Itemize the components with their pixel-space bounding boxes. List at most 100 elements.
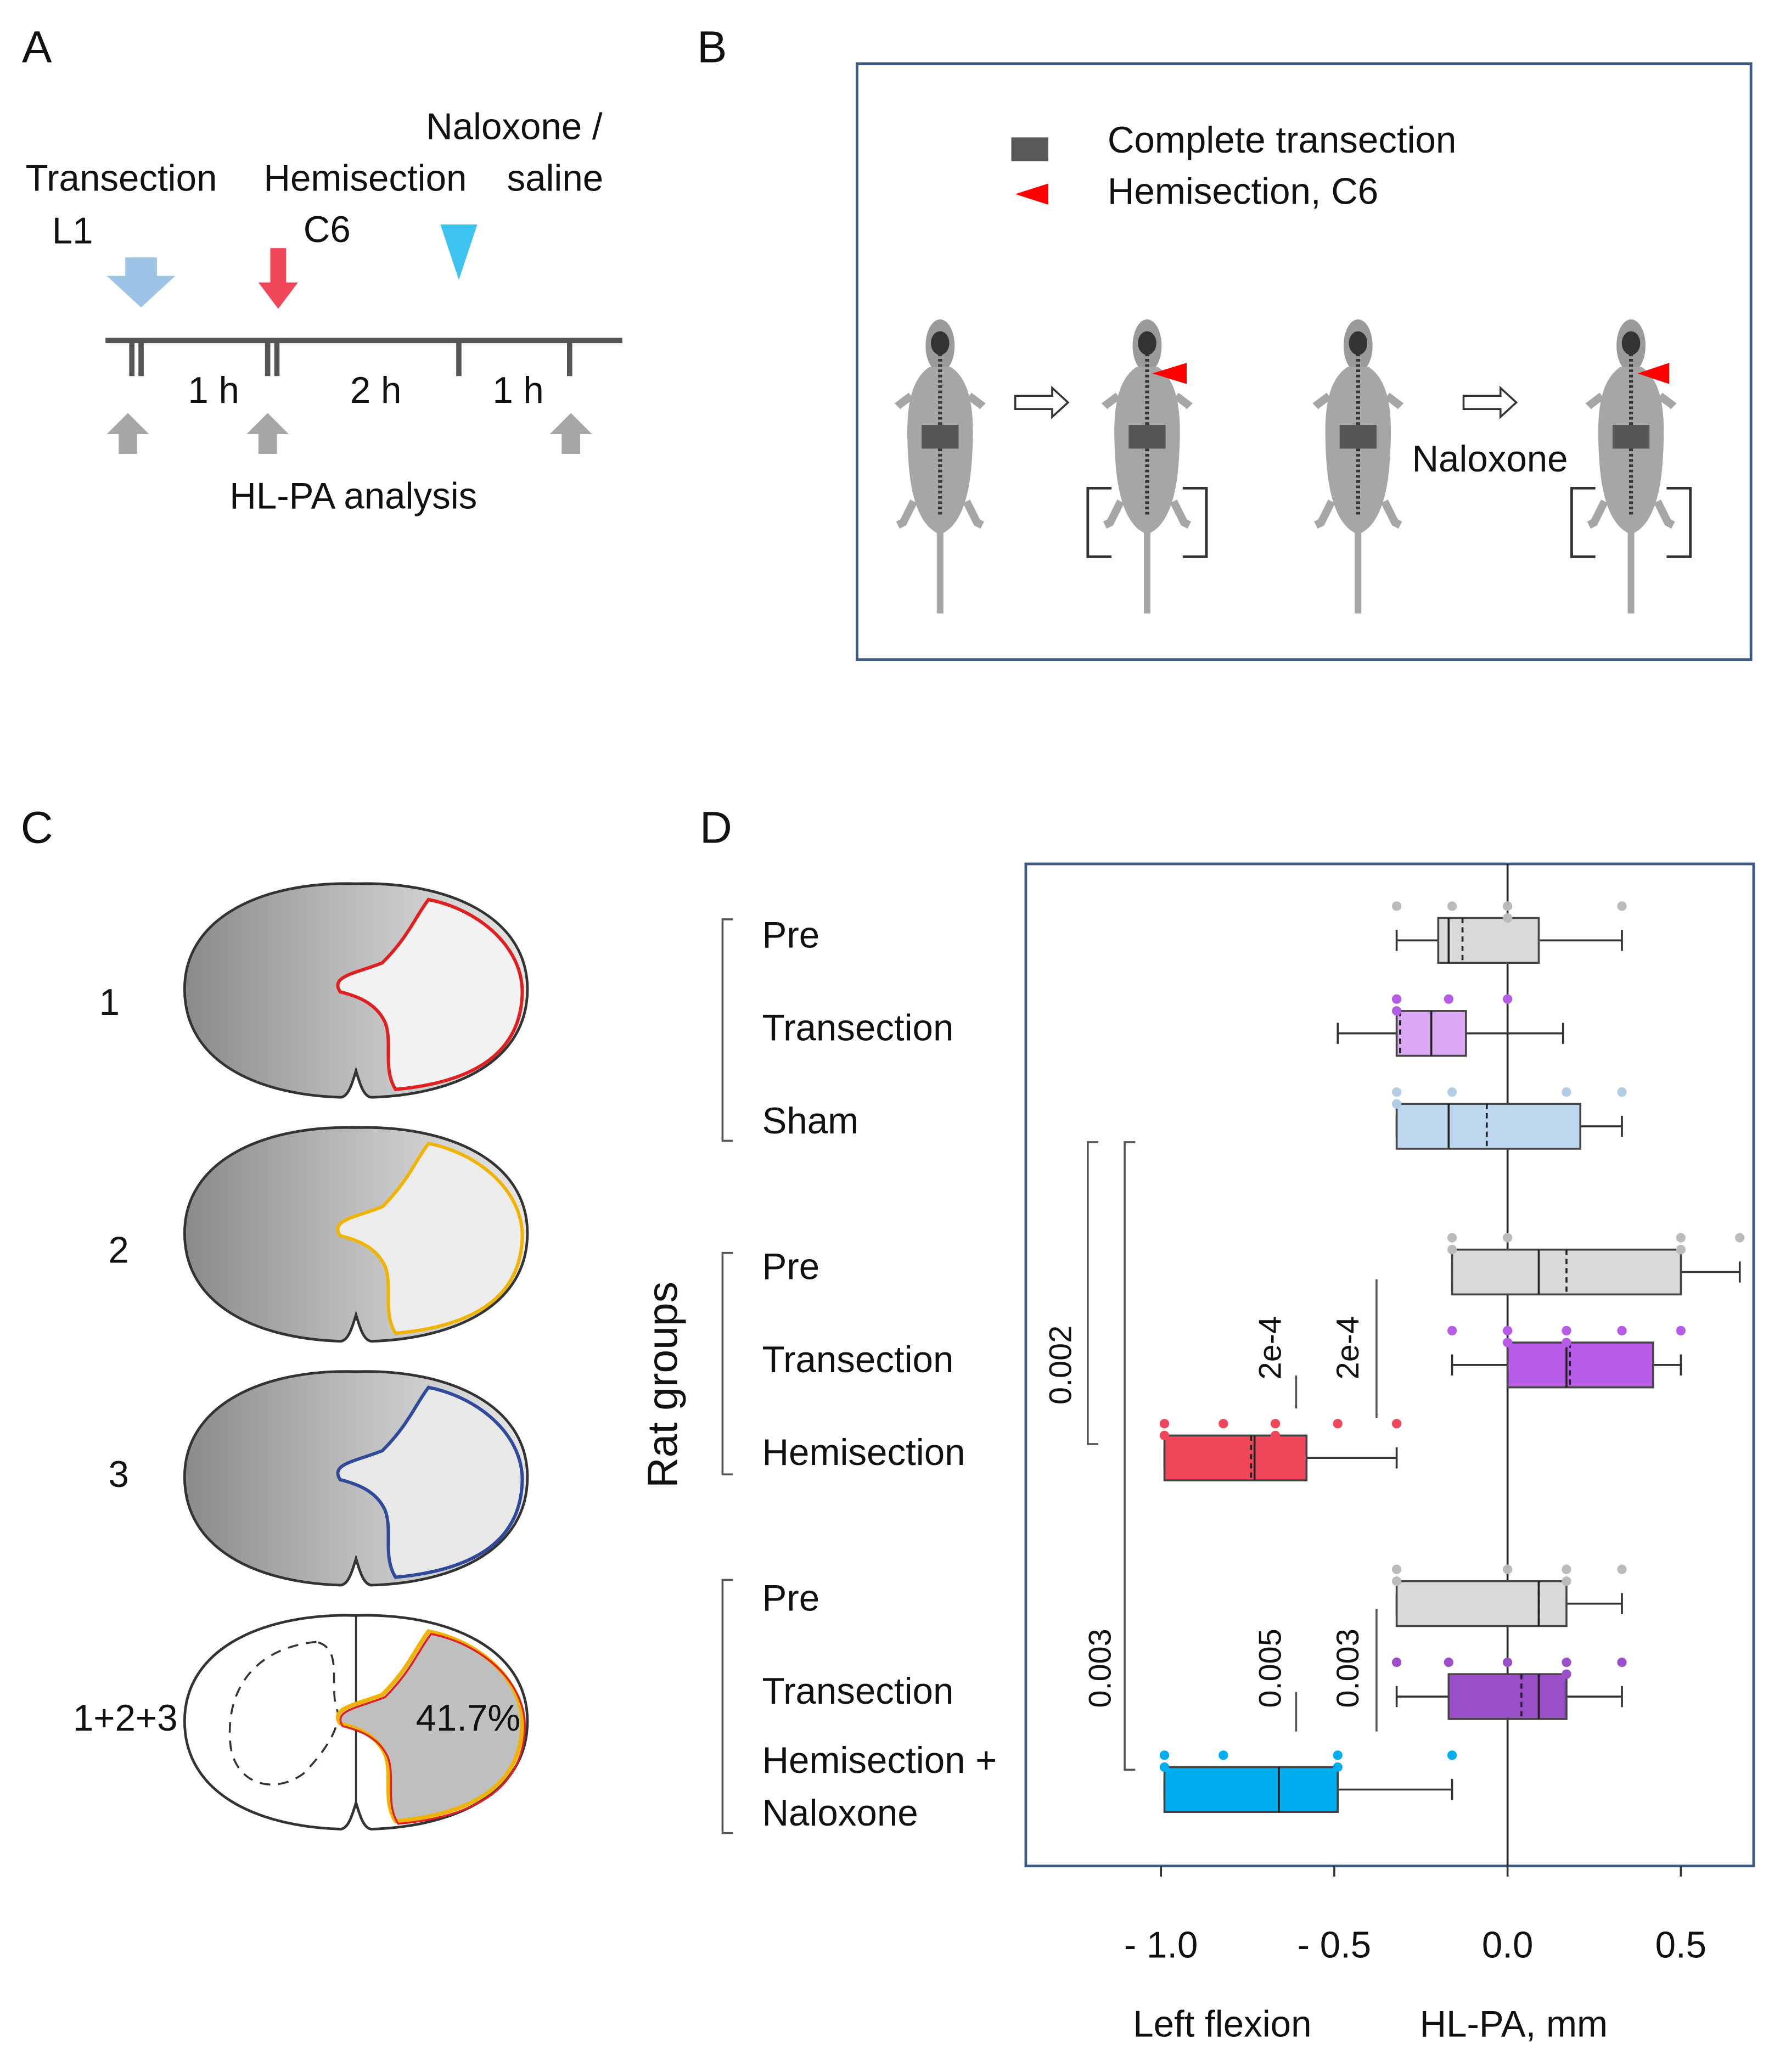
event-label: C6: [304, 209, 351, 250]
data-point: [1562, 1087, 1571, 1097]
x-tick-label: 0.0: [1482, 1924, 1533, 1966]
data-point: [1447, 1750, 1457, 1760]
data-point: [1562, 1564, 1571, 1574]
event-label: Transection: [26, 158, 217, 199]
section: [184, 1127, 527, 1341]
category-label: Transection: [762, 1339, 953, 1380]
data-point: [1502, 1326, 1513, 1336]
data-point: [1333, 1750, 1343, 1760]
event-label: saline: [507, 158, 603, 199]
data-point: [1562, 1326, 1571, 1336]
data-point: [1391, 1419, 1402, 1429]
data-point: [1447, 1087, 1457, 1097]
data-point: [1391, 901, 1402, 911]
significance-label: 0.003: [1082, 1629, 1118, 1708]
data-point: [1159, 1430, 1170, 1441]
x-tick-label: - 0.5: [1298, 1924, 1372, 1966]
category-label: Transection: [762, 1671, 953, 1712]
box: [1506, 1341, 1654, 1389]
section-label: 2: [108, 1229, 128, 1271]
analysis-arrows: [106, 413, 592, 454]
category-label: Naloxone: [762, 1793, 918, 1834]
legend-label: Complete transection: [1108, 120, 1456, 161]
panel-label: B: [697, 22, 727, 72]
significance-label: 0.002: [1043, 1326, 1078, 1405]
panel-label: A: [22, 22, 52, 72]
rat: [1105, 319, 1189, 614]
data-point: [1159, 1750, 1170, 1760]
data-point: [1391, 1657, 1402, 1667]
category-label: Pre: [762, 914, 819, 956]
data-point: [1219, 1419, 1228, 1429]
data-point: [1444, 1657, 1453, 1667]
data-point: [1219, 1750, 1228, 1760]
arrow: [1014, 385, 1518, 419]
data-point: [1447, 1233, 1457, 1243]
data-point: [1270, 1419, 1281, 1429]
rat: [1589, 319, 1674, 614]
data-point: [1617, 1326, 1627, 1336]
interval-label: 2 h: [350, 370, 402, 411]
category-label: Transection: [762, 1008, 953, 1049]
bracket: [1086, 486, 1692, 558]
data-point: [1502, 994, 1513, 1004]
data-point: [1676, 1245, 1686, 1255]
interval-label: 1 h: [492, 370, 544, 411]
data-point: [1617, 1087, 1627, 1097]
overlap-label: 41.7%: [415, 1698, 520, 1739]
data-point: [1447, 1245, 1457, 1255]
hemisection-marker: [1152, 363, 1670, 384]
data-point: [1447, 901, 1457, 911]
plot-frame: [1024, 862, 1755, 1868]
significance-label: 2e-4: [1330, 1316, 1366, 1379]
data-point: [1562, 1657, 1571, 1667]
data-point: [1333, 1762, 1343, 1772]
box: [1447, 1673, 1568, 1720]
data-point: [1617, 901, 1627, 911]
category-label: Pre: [762, 1578, 819, 1619]
data-point: [1502, 901, 1513, 911]
data-point: [1562, 1576, 1571, 1586]
analysis-label: HL-PA analysis: [229, 475, 477, 516]
data-point: [1333, 1419, 1343, 1429]
data-point: [1391, 1576, 1402, 1586]
data-point: [1270, 1430, 1281, 1441]
legend-swatch: [1011, 137, 1048, 161]
data-point: [1502, 1564, 1513, 1574]
box: [1437, 917, 1540, 964]
data-point: [1159, 1419, 1170, 1429]
y-axis-title: Rat groups: [639, 1282, 686, 1488]
data-point: [1391, 1564, 1402, 1574]
data-point: [1676, 1326, 1686, 1336]
category-label: Sham: [762, 1100, 858, 1142]
data-point: [1447, 1326, 1457, 1336]
category-label: Hemisection +: [762, 1740, 997, 1781]
significance-label: 2e-4: [1253, 1316, 1288, 1379]
data-point: [1502, 913, 1513, 923]
section-label: 1+2+3: [73, 1698, 178, 1739]
section-label: 1: [99, 982, 120, 1023]
hemisection-arrow: [258, 248, 298, 309]
data-point: [1391, 1099, 1402, 1109]
box: [1395, 1580, 1568, 1627]
data-point: [1391, 994, 1402, 1004]
significance-label: 0.005: [1253, 1629, 1288, 1708]
x-axis-note: Left flexion: [1133, 2004, 1311, 2045]
naloxone-arrow: [440, 224, 478, 280]
data-point: [1502, 1338, 1513, 1347]
box: [1395, 1103, 1582, 1150]
section-label: 3: [108, 1454, 128, 1495]
data-point: [1391, 1087, 1402, 1097]
data-point: [1617, 1564, 1627, 1574]
data-point: [1444, 994, 1453, 1004]
data-point: [1735, 1233, 1745, 1243]
legend-swatch: [1015, 183, 1048, 205]
rat: [1316, 319, 1400, 614]
treatment-label: Naloxone: [1412, 439, 1568, 480]
x-tick-label: - 1.0: [1124, 1924, 1198, 1966]
panel-label: C: [21, 803, 53, 853]
event-label: L1: [52, 211, 93, 252]
interval-label: 1 h: [188, 370, 239, 411]
rat: [898, 319, 982, 614]
